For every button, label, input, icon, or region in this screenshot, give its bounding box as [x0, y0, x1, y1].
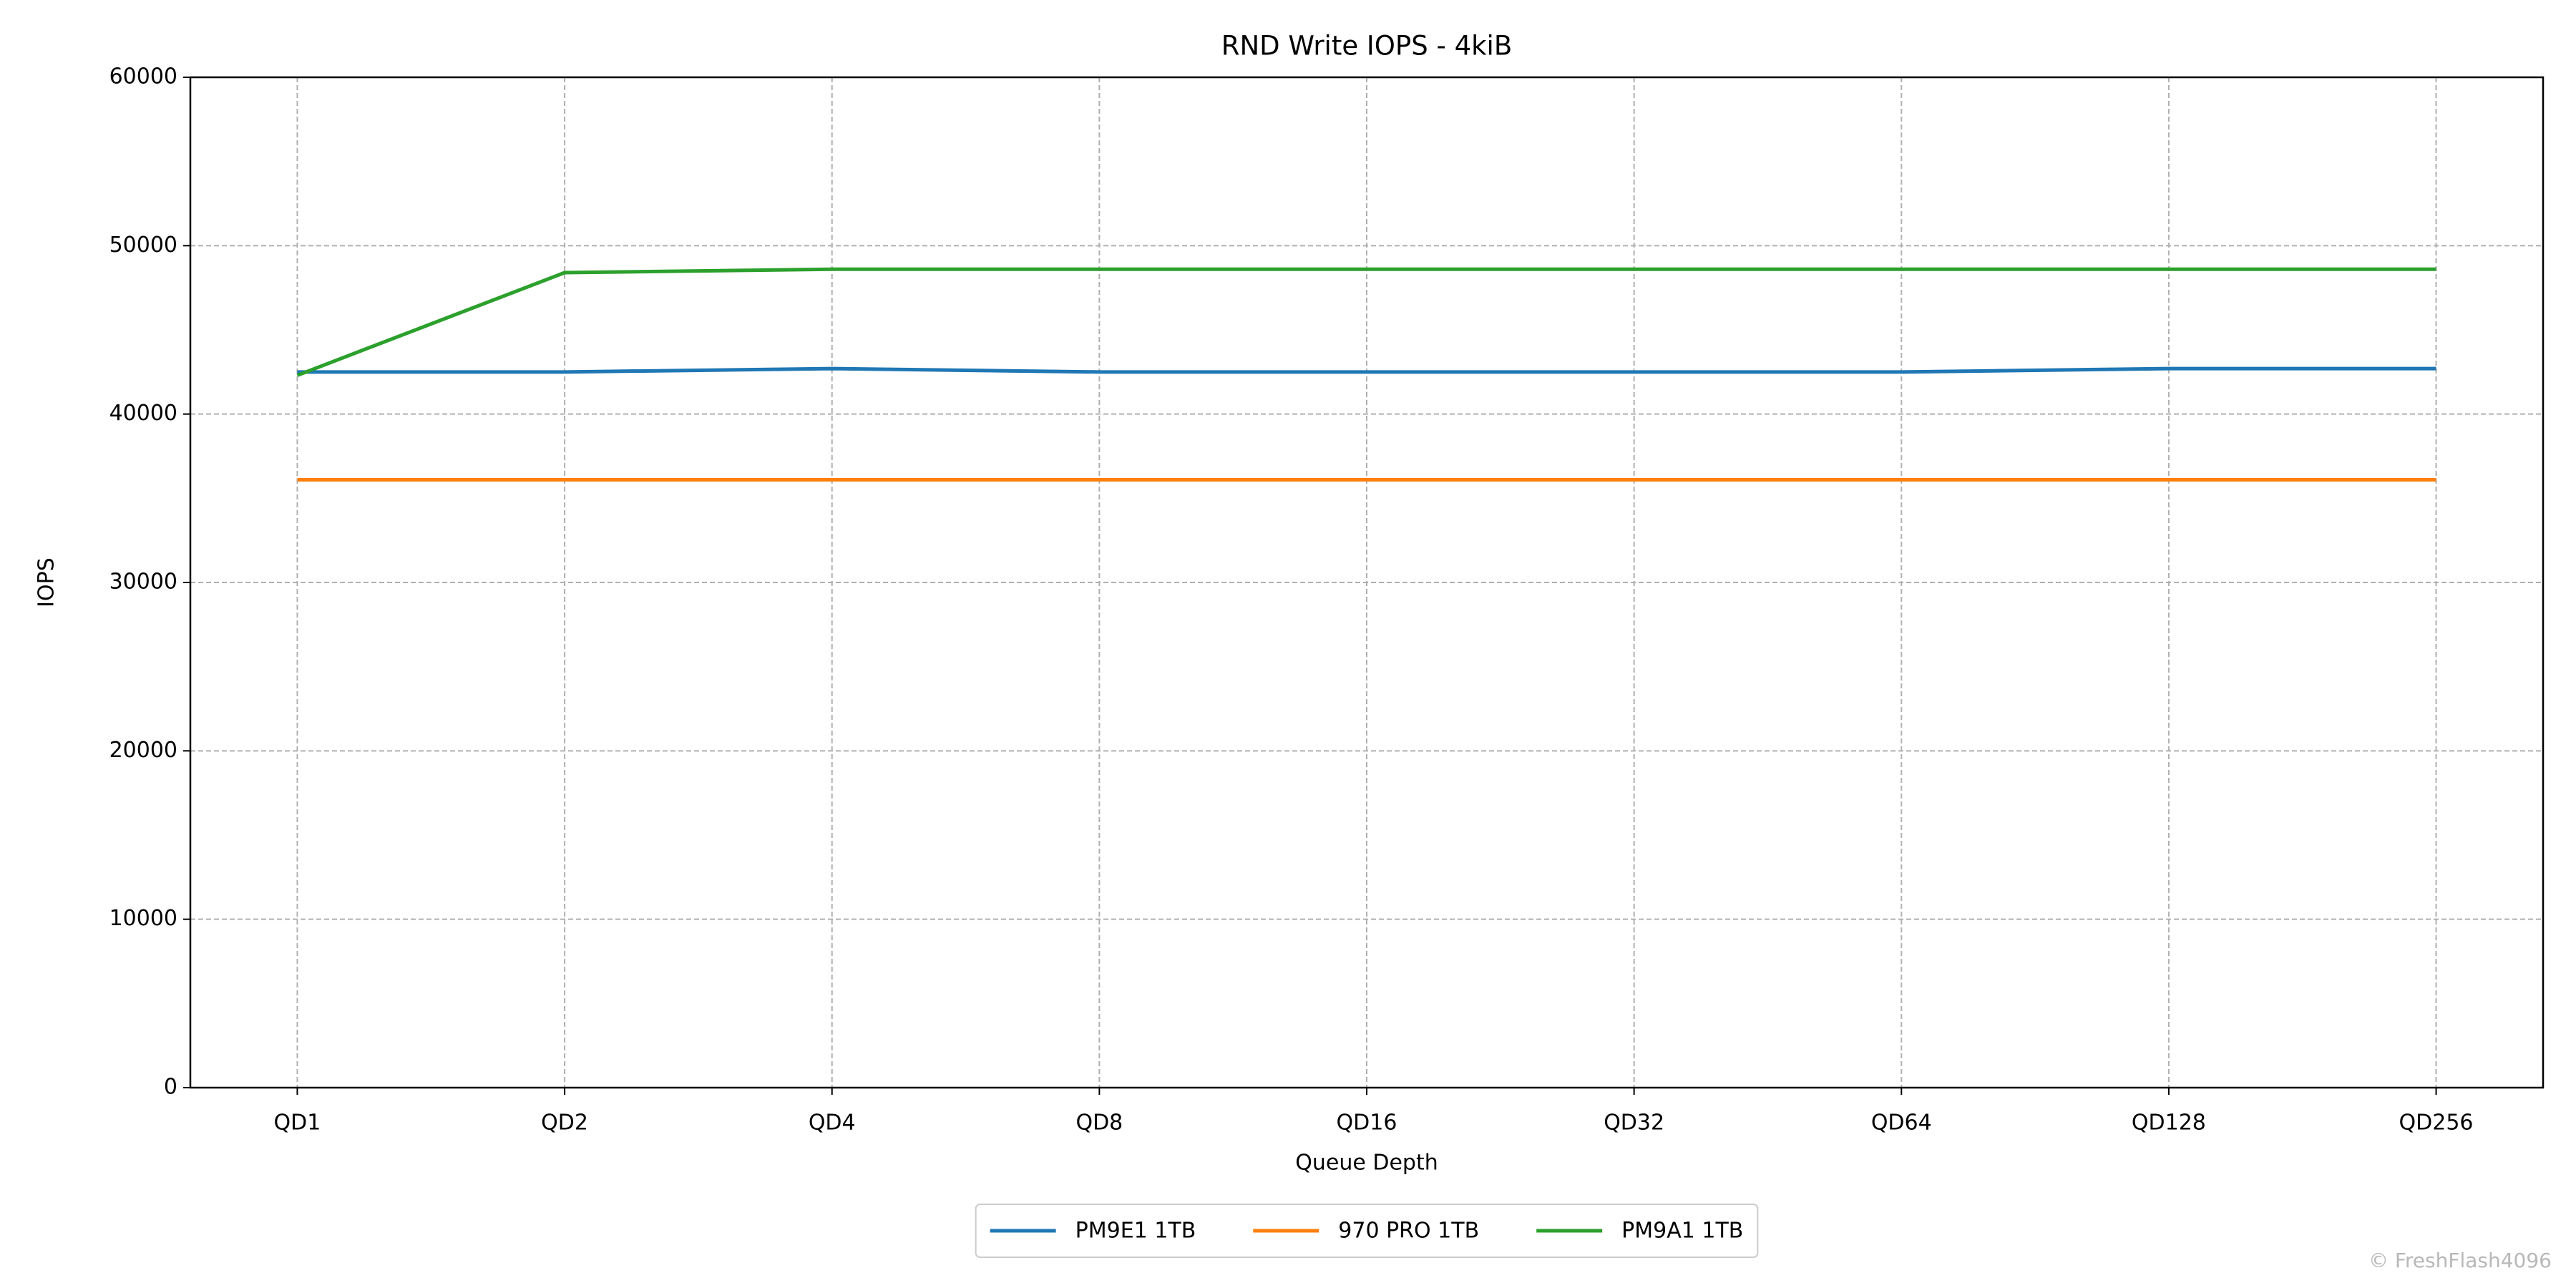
y-tick-label: 30000 — [109, 570, 177, 595]
x-tick-label: QD16 — [1337, 1111, 1397, 1136]
plot-frame — [189, 76, 2545, 1089]
y-tick-label: 10000 — [109, 906, 177, 931]
legend-box — [975, 1204, 1759, 1258]
y-tick-label: 50000 — [109, 233, 177, 258]
x-tick-label: QD8 — [1075, 1111, 1123, 1136]
legend-label: PM9A1 1TB — [1621, 1219, 1743, 1244]
x-tick-label: QD64 — [1871, 1111, 1932, 1136]
chart-title: RND Write IOPS - 4kiB — [1221, 31, 1512, 62]
y-tick-label: 60000 — [109, 64, 177, 89]
y-tick-label: 40000 — [109, 401, 177, 426]
legend-label: PM9E1 1TB — [1075, 1219, 1196, 1244]
x-tick-label: QD2 — [541, 1111, 588, 1136]
series-line — [296, 267, 2436, 377]
x-axis-label: Queue Depth — [1295, 1151, 1438, 1176]
y-tick-label: 0 — [164, 1075, 177, 1100]
watermark: © FreshFlash4096 — [2368, 1249, 2552, 1272]
legend-label: 970 PRO 1TB — [1338, 1219, 1479, 1244]
x-tick-label: QD256 — [2399, 1111, 2474, 1136]
series-line — [297, 366, 2436, 374]
x-tick-label: QD32 — [1604, 1111, 1664, 1136]
y-tick-label: 20000 — [109, 738, 177, 763]
x-tick-label: QD1 — [274, 1111, 321, 1136]
y-axis-label: IOPS — [34, 557, 59, 608]
x-tick-label: QD4 — [809, 1111, 856, 1136]
x-tick-label: QD128 — [2132, 1111, 2206, 1136]
